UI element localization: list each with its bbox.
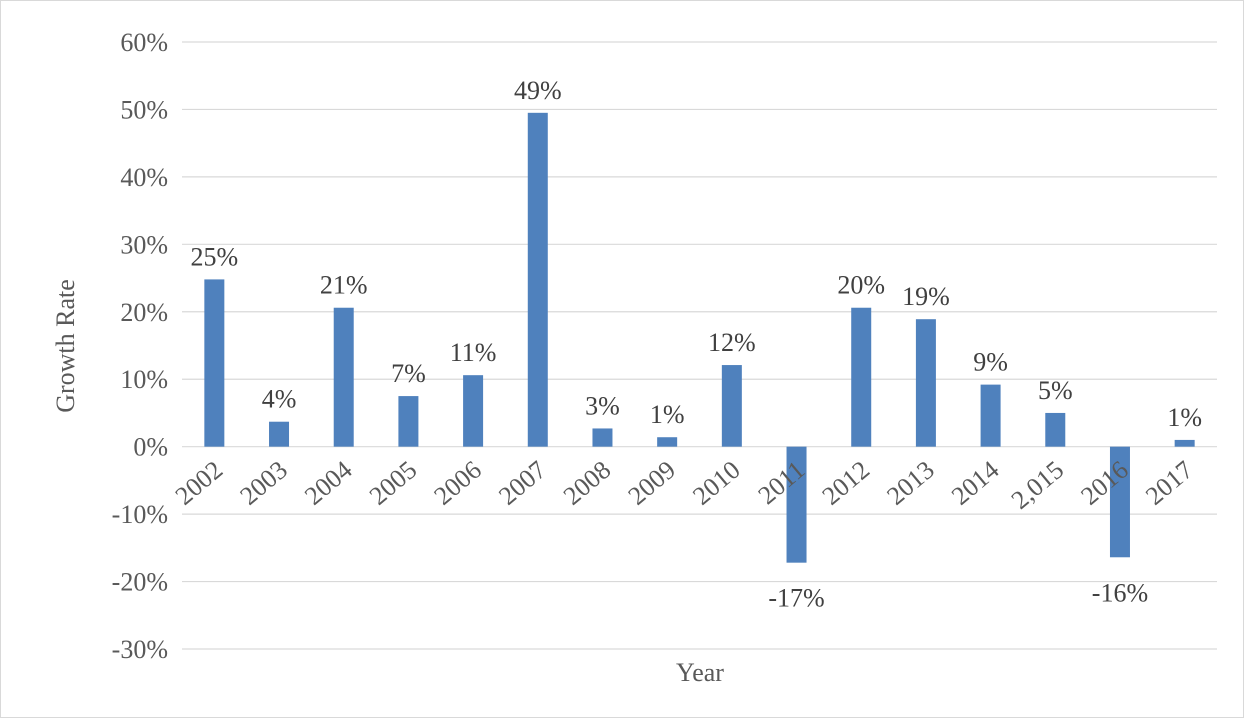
- data-label: 3%: [585, 391, 620, 420]
- y-tick-label: 20%: [120, 298, 168, 327]
- x-tick-label: 2014: [946, 455, 1004, 511]
- y-tick-label: 60%: [120, 28, 168, 57]
- data-label: 11%: [450, 338, 497, 367]
- x-tick-label: 2007: [493, 455, 551, 511]
- y-tick-label: 40%: [120, 163, 168, 192]
- bar-2,015: [1045, 412, 1066, 447]
- data-label: 4%: [262, 385, 297, 414]
- bar-2005: [398, 396, 419, 447]
- bar-2012: [851, 307, 872, 447]
- data-label: 1%: [1167, 403, 1202, 432]
- bar-2013: [915, 319, 936, 447]
- data-label: -16%: [1092, 578, 1148, 607]
- bar-2002: [204, 279, 225, 447]
- x-tick-label: 2012: [817, 455, 875, 511]
- x-tick-label: 2017: [1140, 455, 1198, 511]
- data-label: 25%: [191, 242, 239, 271]
- data-label: 12%: [708, 328, 756, 357]
- data-label: -17%: [768, 584, 824, 613]
- data-label: 1%: [650, 400, 685, 429]
- x-tick-label: 2008: [558, 455, 616, 511]
- x-tick-label: 2010: [687, 455, 745, 511]
- x-axis-title: Year: [676, 658, 724, 687]
- x-tick-label: 2,015: [1006, 455, 1069, 515]
- x-tick-label: 2009: [623, 455, 681, 511]
- y-tick-label: -30%: [112, 635, 168, 664]
- y-tick-label: 30%: [120, 230, 168, 259]
- data-label: 19%: [902, 282, 950, 311]
- bar-2017: [1174, 439, 1195, 447]
- bar-2004: [333, 307, 354, 447]
- bar-2006: [463, 375, 484, 447]
- data-label: 21%: [320, 271, 368, 300]
- bar-2003: [269, 421, 290, 447]
- bar-2011: [786, 446, 807, 563]
- bar-2016: [1109, 446, 1130, 558]
- x-tick-label: 2004: [299, 455, 357, 511]
- x-tick-label: 2005: [364, 455, 422, 511]
- data-label: 9%: [973, 348, 1008, 377]
- y-tick-label: 0%: [133, 433, 168, 462]
- y-tick-label: -20%: [112, 568, 168, 597]
- x-axis-tick-labels: 2002 2003 2004 2005 2006 2007 2008 2009 2010 2011…: [170, 455, 1199, 515]
- y-axis-title: Growth Rate: [51, 279, 80, 413]
- x-tick-label: 2013: [881, 455, 939, 511]
- bar-2008: [592, 428, 613, 447]
- data-label: 49%: [514, 76, 562, 105]
- bar-2009: [657, 437, 678, 447]
- bar-2014: [980, 384, 1001, 447]
- data-label: 5%: [1038, 376, 1073, 405]
- gridlines: [182, 41, 1217, 650]
- y-tick-label: 50%: [120, 95, 168, 124]
- bar-2010: [721, 365, 742, 447]
- x-tick-label: 2002: [170, 455, 228, 511]
- data-labels: 25% 4% 21% 7% 11% 49% 3% 1% 12% -17% 20% 19% 9% 5% -16…: [191, 76, 1202, 613]
- data-label: 7%: [391, 359, 426, 388]
- x-tick-label: 2003: [234, 455, 292, 511]
- y-axis-tick-labels: 60% 50% 40% 30% 20% 10% 0% -10% -20% -30%: [112, 28, 168, 664]
- bars: [204, 112, 1195, 563]
- y-tick-label: 10%: [120, 365, 168, 394]
- y-tick-label: -10%: [112, 500, 168, 529]
- x-tick-label: 2006: [428, 455, 486, 511]
- bar-2007: [527, 112, 548, 447]
- data-label: 20%: [837, 271, 885, 300]
